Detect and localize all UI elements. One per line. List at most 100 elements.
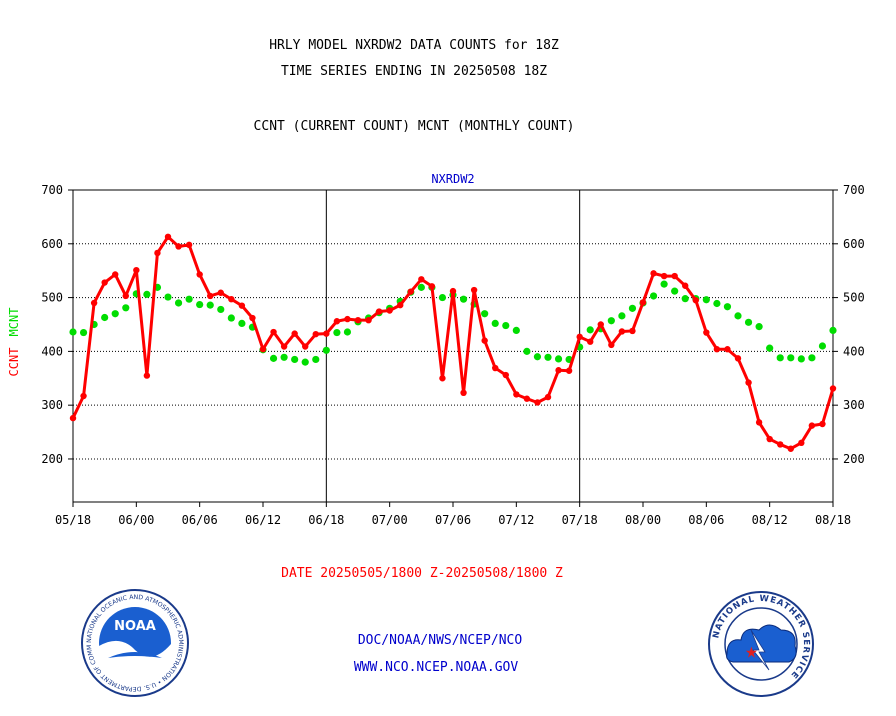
y-tick-label-right: 700 (843, 183, 865, 197)
data-point-ccnt (365, 316, 372, 324)
x-tick-label: 07/18 (562, 513, 598, 527)
data-point-mcnt (681, 295, 689, 303)
chart-legend-description: CCNT (CURRENT COUNT) MCNT (MONTHLY COUNT… (253, 119, 575, 134)
data-point-ccnt (576, 333, 583, 341)
data-point-mcnt (491, 319, 499, 328)
data-point-ccnt (587, 338, 594, 345)
data-point-ccnt (238, 302, 246, 309)
y-tick-label-left: 300 (41, 398, 63, 412)
data-point-mcnt (734, 312, 742, 320)
x-tick-label: 08/18 (815, 513, 851, 527)
data-point-ccnt (597, 321, 604, 328)
data-point-mcnt (291, 355, 299, 364)
data-point-ccnt (386, 307, 393, 314)
data-point-ccnt (660, 272, 668, 280)
y-tick-label-right: 600 (843, 237, 865, 251)
series-line-ccnt (71, 235, 835, 451)
data-point-ccnt (280, 343, 288, 350)
x-tick-label: 07/00 (372, 513, 408, 527)
data-point-ccnt (270, 328, 277, 336)
data-point-ccnt (175, 243, 182, 250)
data-point-mcnt (766, 344, 774, 352)
chart-title-line1: HRLY MODEL NXRDW2 DATA COUNTS for 18Z (269, 38, 559, 53)
data-point-ccnt (302, 343, 309, 350)
nws-logo[interactable]: NATIONAL WEATHER SERVICE (707, 590, 815, 698)
data-point-mcnt (269, 354, 278, 362)
data-point-mcnt (512, 326, 520, 334)
data-point-ccnt (819, 420, 826, 428)
data-point-mcnt (523, 347, 531, 355)
y-tick-label-left: 500 (41, 291, 63, 305)
data-point-mcnt (438, 293, 447, 302)
website-link[interactable]: WWW.NCO.NCEP.NOAA.GOV (353, 660, 519, 675)
data-point-ccnt (808, 422, 816, 429)
data-point-ccnt (470, 286, 478, 294)
data-point-mcnt (797, 355, 805, 363)
data-point-ccnt (618, 328, 626, 335)
plot-frame (72, 189, 834, 503)
x-tick-label: 05/18 (55, 513, 91, 527)
data-point-mcnt (343, 328, 352, 336)
x-tick-label: 06/12 (245, 513, 281, 527)
data-point-ccnt (534, 399, 541, 406)
y-tick-label-left: 200 (41, 452, 63, 466)
data-point-ccnt (291, 330, 298, 337)
day-dividers (325, 190, 581, 502)
y-tick-label-right: 500 (843, 291, 865, 305)
data-point-ccnt (703, 329, 710, 336)
data-point-mcnt (301, 358, 309, 366)
data-point-mcnt (755, 323, 763, 331)
y-tick-label-left: 600 (41, 237, 63, 251)
data-point-ccnt (354, 316, 362, 324)
data-point-ccnt (502, 371, 509, 379)
data-point-mcnt (333, 328, 341, 337)
data-point-ccnt (375, 308, 383, 315)
data-point-mcnt (417, 283, 425, 291)
data-point-ccnt (629, 327, 636, 335)
data-point-ccnt (69, 414, 77, 422)
data-point-ccnt (523, 395, 531, 402)
data-point-mcnt (818, 342, 827, 350)
chart-series-title: NXRDW2 (431, 172, 474, 186)
data-point-ccnt (449, 287, 457, 295)
data-point-ccnt (101, 279, 108, 286)
data-series (69, 233, 837, 452)
data-point-ccnt (143, 372, 151, 379)
data-point-ccnt (555, 367, 562, 374)
data-point-mcnt (586, 326, 594, 334)
data-point-ccnt (692, 297, 699, 304)
y-axis-label-mcnt: MCNT (7, 308, 21, 337)
y-axis-labels: CCNT MCNT (7, 308, 21, 377)
x-tick-label: 07/06 (435, 513, 471, 527)
data-point-ccnt (407, 288, 414, 295)
data-point-mcnt (185, 295, 193, 303)
data-point-mcnt (196, 300, 204, 309)
grid-lines (73, 243, 833, 460)
data-point-mcnt (217, 305, 225, 314)
data-point-mcnt (79, 328, 88, 337)
y-tick-label-right: 300 (843, 398, 865, 412)
data-point-ccnt (164, 233, 172, 240)
data-point-ccnt (565, 367, 573, 374)
data-point-ccnt (745, 379, 752, 386)
data-point-ccnt (829, 385, 837, 392)
data-point-ccnt (787, 445, 794, 452)
data-point-ccnt (671, 272, 678, 280)
org-link[interactable]: DOC/NOAA/NWS/NCEP/NCO (357, 633, 523, 648)
data-point-ccnt (196, 271, 203, 278)
data-point-mcnt (164, 293, 172, 301)
y-tick-label-right: 200 (843, 452, 865, 466)
data-point-mcnt (829, 326, 837, 334)
data-point-mcnt (744, 318, 753, 326)
data-point-ccnt (217, 289, 224, 296)
noaa-logo-label: NOAA (114, 619, 156, 634)
data-point-ccnt (682, 282, 689, 289)
noaa-logo[interactable]: NATIONAL OCEANIC AND ATMOSPHERIC ADMINIS… (80, 588, 190, 698)
data-point-ccnt (639, 299, 647, 306)
data-point-ccnt (544, 393, 552, 401)
axis-ticks: 200 200 300 300 400 400 500 500 600 600 700 700 05/1… (41, 183, 864, 527)
data-point-mcnt (544, 353, 552, 361)
x-tick-label: 08/12 (752, 513, 788, 527)
data-point-mcnt (69, 328, 77, 336)
